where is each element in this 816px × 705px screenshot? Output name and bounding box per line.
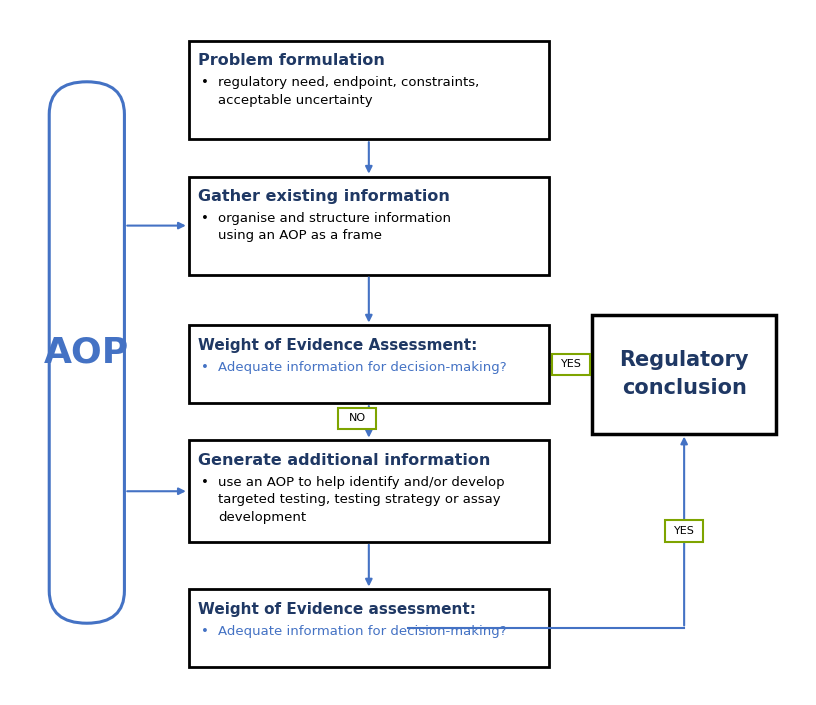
- Text: Problem formulation: Problem formulation: [198, 54, 385, 68]
- Text: Generate additional information: Generate additional information: [198, 453, 490, 467]
- FancyBboxPatch shape: [188, 326, 549, 403]
- Text: Regulatory
conclusion: Regulatory conclusion: [619, 350, 749, 398]
- FancyBboxPatch shape: [188, 41, 549, 140]
- Text: Adequate information for decision-making?: Adequate information for decision-making…: [219, 625, 507, 637]
- Text: NO: NO: [348, 414, 366, 424]
- Text: •: •: [202, 625, 209, 637]
- Text: Weight of Evidence assessment:: Weight of Evidence assessment:: [198, 601, 476, 617]
- FancyBboxPatch shape: [188, 441, 549, 542]
- Text: YES: YES: [674, 526, 694, 536]
- FancyBboxPatch shape: [665, 520, 703, 542]
- Text: organise and structure information
using an AOP as a frame: organise and structure information using…: [219, 212, 451, 243]
- FancyBboxPatch shape: [592, 315, 776, 434]
- Text: use an AOP to help identify and/or develop
targeted testing, testing strategy or: use an AOP to help identify and/or devel…: [219, 476, 505, 524]
- Text: •: •: [202, 476, 209, 489]
- Text: regulatory need, endpoint, constraints,
acceptable uncertainty: regulatory need, endpoint, constraints, …: [219, 76, 480, 107]
- Text: •: •: [202, 212, 209, 225]
- Text: Gather existing information: Gather existing information: [198, 189, 450, 204]
- Text: Adequate information for decision-making?: Adequate information for decision-making…: [219, 361, 507, 374]
- Text: AOP: AOP: [44, 336, 130, 369]
- FancyBboxPatch shape: [552, 353, 590, 375]
- FancyBboxPatch shape: [338, 407, 376, 429]
- Text: Weight of Evidence Assessment:: Weight of Evidence Assessment:: [198, 338, 477, 352]
- FancyBboxPatch shape: [188, 176, 549, 275]
- Text: •: •: [202, 76, 209, 90]
- Text: YES: YES: [561, 360, 581, 369]
- FancyBboxPatch shape: [188, 589, 549, 667]
- FancyBboxPatch shape: [49, 82, 124, 623]
- Text: •: •: [202, 361, 209, 374]
